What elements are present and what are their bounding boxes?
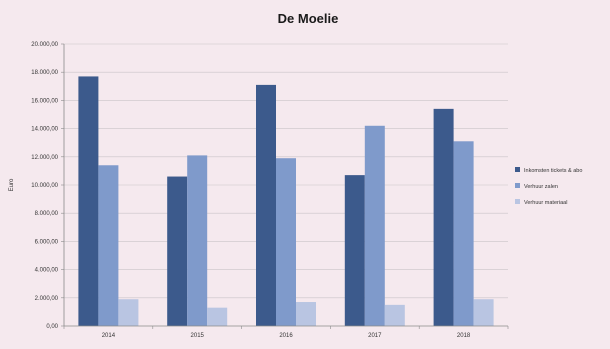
y-tick-label: 12.000,00 [31,155,58,161]
y-tick-label: 18.000,00 [31,70,58,76]
chart-title: De Moelie [278,11,339,26]
y-tick-label: 6.000,00 [35,239,59,245]
legend-swatch [515,183,520,188]
legend-swatch [515,199,520,204]
x-tick-label: 2017 [368,333,382,339]
x-tick-label: 2015 [191,333,205,339]
x-tick-label: 2018 [457,333,471,339]
bar [167,176,188,326]
bar [453,141,474,326]
y-tick-label: 8.000,00 [35,211,59,217]
y-tick-label: 14.000,00 [31,127,58,133]
y-tick-label: 2.000,00 [35,296,59,302]
bar [364,125,385,326]
bar [433,108,454,326]
bar [344,175,365,326]
bar [78,76,99,327]
y-tick-label: 10.000,00 [31,183,58,189]
y-axis-label: Euro [9,178,15,191]
y-tick-label: 4.000,00 [35,268,59,274]
legend: Inkomsten tickets & abo Verhuur zalen Verh… [515,167,582,206]
legend-label: Inkomsten tickets & abo [524,168,582,174]
x-tick-label: 2014 [102,333,116,339]
legend-swatch [515,167,520,172]
y-axis-ticks: 0,00 2.000,00 4.000,00 6.000,00 8.000,00 10.0… [31,42,64,330]
bar [187,155,208,326]
legend-label: Verhuur zalen [524,184,558,190]
bars [78,76,494,327]
y-tick-label: 0,00 [46,324,58,330]
bar [256,84,276,326]
y-tick-label: 16.000,00 [31,98,58,104]
x-axis-ticks: 2014 2015 2016 2017 2018 [63,326,509,339]
bar [98,165,119,326]
axes [63,44,508,327]
bar [207,307,228,326]
bar [118,299,139,326]
bar [384,304,405,326]
bar [276,158,296,326]
bar [296,302,316,326]
legend-label: Verhuur materiaal [524,200,567,206]
x-tick-label: 2016 [279,333,293,339]
y-tick-label: 20.000,00 [31,42,58,48]
bar [473,299,494,326]
